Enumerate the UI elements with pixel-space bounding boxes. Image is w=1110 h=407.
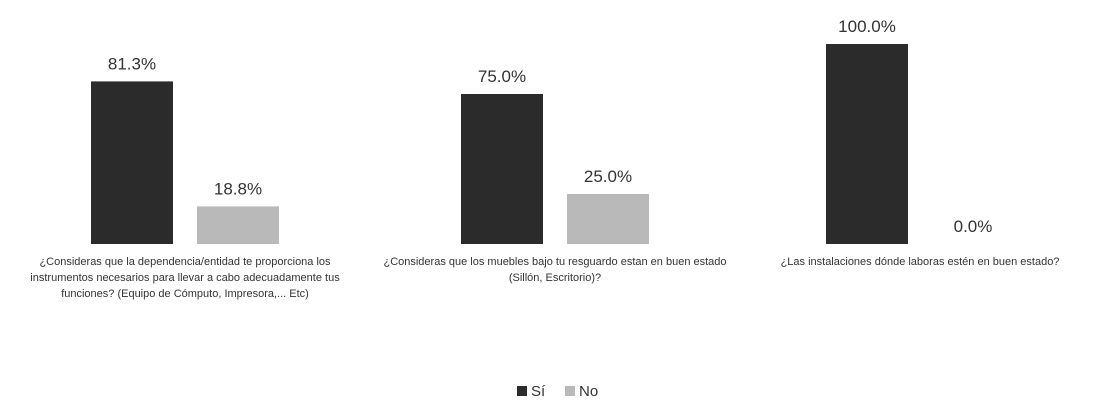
data-label-no-1: 18.8% [214,179,262,198]
legend: Sí No [517,383,598,400]
category-label-2: ¿Consideras que los muebles bajo tu resg… [383,256,726,284]
data-label-si-2: 75.0% [478,67,526,86]
legend-label-no: No [579,383,598,400]
category-labels-layer: ¿Consideras que la dependencia/entidad t… [30,256,1060,300]
category-label-3: ¿Las instalaciones dónde laboras estén e… [781,256,1060,268]
legend-swatch-no [565,386,575,396]
data-labels-layer: 81.3% 18.8% 75.0% 25.0% 100.0% 0.0% [108,17,992,236]
data-label-si-1: 81.3% [108,54,156,73]
data-label-no-2: 25.0% [584,167,632,186]
data-label-si-3: 100.0% [838,17,896,36]
legend-swatch-si [517,386,527,396]
data-label-no-3: 0.0% [954,217,993,236]
bar-si-1 [91,81,173,245]
bars-layer [91,44,908,245]
bar-si-3 [826,44,908,244]
bar-no-2 [567,194,649,244]
bar-no-1 [197,206,279,244]
legend-label-si: Sí [531,383,546,400]
bar-si-2 [461,94,543,244]
category-label-1: ¿Consideras que la dependencia/entidad t… [30,256,339,300]
